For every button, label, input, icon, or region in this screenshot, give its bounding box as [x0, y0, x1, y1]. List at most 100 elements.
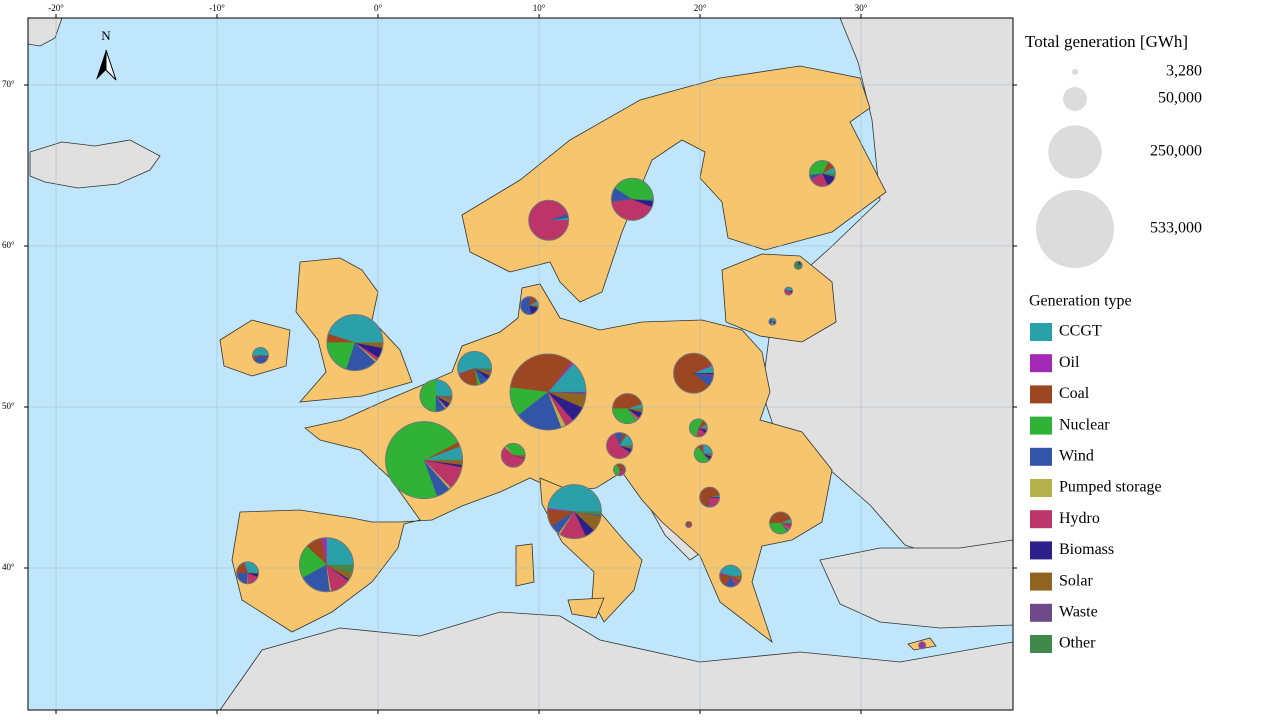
x-tick-label: 20° — [694, 3, 707, 13]
legend-label: Biomass — [1059, 541, 1114, 558]
size-legend-label: 3,280 — [1166, 63, 1202, 80]
north-arrow-right — [105, 49, 117, 81]
size-legend-title: Total generation [GWh] — [1025, 32, 1188, 51]
pie — [918, 641, 927, 650]
size-legend-circle — [1071, 68, 1079, 76]
land-africa — [219, 611, 1013, 710]
pie — [784, 286, 794, 296]
pie-outline — [693, 444, 713, 464]
north-label: N — [101, 28, 111, 43]
pie — [252, 347, 269, 364]
pie-outline — [546, 484, 602, 540]
land-baltics — [721, 253, 837, 343]
pie — [385, 421, 464, 500]
legend-label: Hydro — [1059, 510, 1100, 527]
x-tick-label: -10° — [209, 3, 225, 13]
pie-outline — [299, 537, 354, 593]
y-tick-label: 60° — [2, 240, 15, 250]
pie — [299, 537, 354, 593]
pie — [610, 177, 654, 221]
pie — [693, 444, 713, 464]
pie — [457, 350, 493, 386]
x-tick-label: 10° — [533, 3, 546, 13]
pie-outline — [918, 641, 927, 650]
size-legend-label: 50,000 — [1158, 90, 1202, 107]
y-tick-label: 50° — [2, 401, 15, 411]
pie-outline — [769, 511, 792, 535]
land-sicily — [567, 597, 605, 619]
size-legend-label: 533,000 — [1150, 220, 1202, 237]
legend-label: Solar — [1059, 572, 1093, 589]
pie — [768, 317, 777, 326]
legend-label: Oil — [1059, 354, 1080, 371]
legend-swatch — [1030, 447, 1052, 466]
pie-outline — [509, 353, 587, 431]
pie-outline — [252, 347, 269, 364]
pie — [236, 561, 260, 585]
pie-outline — [326, 314, 384, 372]
map-frame — [27, 17, 1014, 711]
legend-swatch — [1030, 541, 1052, 560]
legend-label: Coal — [1059, 385, 1090, 402]
pie — [685, 520, 693, 529]
pie — [612, 393, 644, 425]
pie-outline — [699, 486, 721, 508]
pie-outline — [673, 352, 715, 394]
pie-outline — [685, 520, 693, 529]
pie-outline — [613, 463, 627, 477]
y-tick-label: 40° — [2, 562, 15, 572]
legend-label: Nuclear — [1059, 416, 1110, 433]
size-legend-circle — [1036, 190, 1114, 268]
pie — [500, 442, 526, 468]
north-arrow-left — [96, 50, 106, 80]
y-tick-label: 70° — [2, 79, 15, 89]
north-arrow: N — [96, 28, 117, 81]
x-tick-label: -20° — [48, 3, 64, 13]
pie — [606, 432, 633, 460]
pie — [793, 260, 803, 270]
land-ireland — [219, 319, 291, 377]
pie — [769, 511, 792, 535]
pie — [699, 486, 721, 508]
legend-swatch — [1030, 603, 1052, 622]
pie — [808, 160, 836, 188]
pie — [419, 379, 453, 413]
size-legend-label: 250,000 — [1150, 143, 1202, 160]
pie — [326, 314, 384, 372]
legend-swatch — [1030, 635, 1052, 653]
pie-outline — [236, 561, 260, 585]
pie — [673, 352, 715, 394]
pie-outline — [808, 160, 836, 188]
land-iceland — [29, 139, 161, 189]
pie-outline — [457, 350, 493, 386]
type-legend-title: Generation type — [1029, 293, 1132, 310]
pie-outline — [419, 379, 453, 413]
size-legend-circle — [1063, 87, 1087, 111]
pie-outline — [688, 418, 708, 438]
pie-outline — [612, 393, 644, 425]
pie — [719, 564, 743, 588]
size-legend-circle — [1048, 125, 1102, 179]
legend-label: CCGT — [1059, 323, 1102, 340]
land-scandinavia — [461, 65, 887, 303]
pie — [613, 463, 627, 477]
land-sardinia — [515, 543, 535, 587]
legend-swatch — [1030, 354, 1052, 373]
legend-swatch — [1030, 416, 1052, 435]
x-tick-label: 0° — [374, 3, 383, 13]
pie-outline — [528, 199, 570, 241]
overlay: -20° -10° 0° 10° 20° 30° 70° 60° 50° 40° Total gen… — [2, 3, 1202, 714]
pie-outline — [768, 317, 777, 326]
legend-swatch — [1030, 572, 1052, 591]
legend-swatch — [1030, 479, 1052, 497]
legend-label: Wind — [1059, 447, 1094, 464]
pie-outline — [793, 260, 803, 270]
land-turkey — [819, 539, 1013, 629]
pie — [509, 353, 587, 431]
legend-label: Pumped storage — [1059, 479, 1162, 496]
legend-swatch — [1030, 510, 1052, 529]
pie — [519, 296, 539, 315]
pie — [688, 418, 708, 438]
pie-outline — [606, 432, 633, 460]
pie-outline — [519, 296, 539, 315]
